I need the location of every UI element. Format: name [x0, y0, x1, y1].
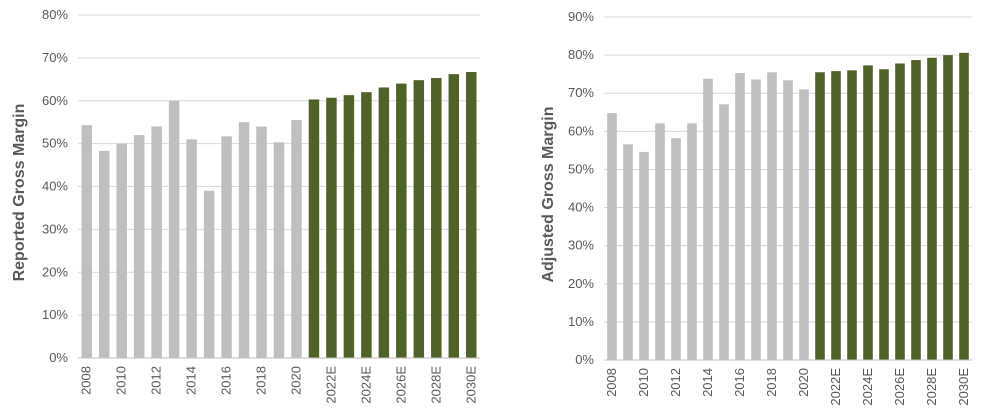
- x-tick-label: 2026E: [892, 368, 907, 406]
- y-tick-label: 0%: [575, 352, 594, 367]
- y-axis-title: Adjusted Gross Margin: [540, 106, 557, 282]
- y-tick-label: 80%: [42, 7, 68, 22]
- bar-2016: [221, 136, 232, 358]
- bar-2012: [151, 126, 162, 358]
- x-tick-label: 2016: [732, 368, 747, 397]
- adjusted-gross-margin-chart: 0% 10% 20% 30% 40% 50% 60% 70% 80% 90% 2008 2010 201…: [540, 9, 972, 406]
- x-tick-label: 2010: [114, 366, 129, 395]
- x-tick-label: 2008: [79, 366, 94, 395]
- y-tick-label: 40%: [568, 200, 594, 215]
- bar-2008: [81, 125, 92, 358]
- bar-2027E: [911, 60, 921, 361]
- bar-2021E: [308, 99, 320, 359]
- x-tick-label: 2028E: [428, 366, 443, 404]
- bar-2027E: [413, 80, 425, 359]
- bar-2008: [607, 113, 617, 360]
- bar-2012: [671, 138, 681, 360]
- x-tick-label: 2008: [604, 368, 619, 397]
- x-tick-label: 2024E: [860, 368, 875, 406]
- x-tick-label: 2026E: [393, 366, 408, 404]
- reported-gross-margin-chart: 0% 10% 20% 30% 40% 50% 60% 70% 80% 2008 2010 2012 20…: [11, 7, 480, 404]
- bar-2015: [719, 104, 729, 360]
- x-tick-label: 2028E: [924, 368, 939, 406]
- y-tick-label: 0%: [49, 350, 68, 365]
- bar-2017: [238, 122, 250, 358]
- bar-2009: [623, 144, 633, 360]
- x-tick-label: 2012: [149, 366, 164, 395]
- bar-2022E: [326, 97, 337, 358]
- y-tick-label: 70%: [42, 50, 68, 65]
- bar-2014: [703, 78, 713, 361]
- x-tick-label: 2012: [668, 368, 683, 397]
- bar-2030E: [466, 72, 477, 359]
- bar-2013: [168, 100, 180, 358]
- bar-2020: [291, 120, 302, 358]
- y-tick-label: 30%: [568, 238, 594, 253]
- y-tick-label: 60%: [568, 123, 594, 138]
- y-tick-label: 30%: [42, 221, 68, 236]
- x-tick-label: 2020: [796, 368, 811, 397]
- x-tick-label: 2020: [288, 366, 303, 395]
- y-tick-label: 50%: [568, 161, 594, 176]
- bar-2018: [767, 72, 777, 360]
- y-tick-label: 40%: [42, 179, 68, 194]
- y-axis-title: Reported Gross Margin: [11, 104, 28, 282]
- y-tick-label: 20%: [42, 264, 68, 279]
- bar-2010: [116, 143, 127, 358]
- x-tick-label: 2030E: [463, 366, 478, 404]
- y-tick-label: 10%: [568, 314, 594, 329]
- x-tick-label: 2018: [254, 366, 269, 395]
- bar-2011: [133, 135, 145, 358]
- y-tick-label: 20%: [568, 276, 594, 291]
- bar-2021E: [815, 72, 825, 360]
- bar-2014: [186, 139, 197, 358]
- bar-2023E: [847, 70, 857, 360]
- x-tick-label: 2024E: [358, 366, 373, 404]
- x-tick-label: 2030E: [956, 368, 971, 406]
- bar-2030E: [959, 52, 969, 361]
- bar-2026E: [895, 63, 905, 361]
- y-tick-label: 90%: [568, 9, 594, 24]
- bar-2013: [687, 123, 697, 360]
- x-tick-label: 2016: [219, 366, 234, 395]
- x-tick-label: 2018: [764, 368, 779, 397]
- y-tick-label: 10%: [42, 307, 68, 322]
- x-tick-label: 2014: [700, 368, 715, 397]
- bar-2016: [735, 73, 745, 361]
- y-tick-label: 60%: [42, 93, 68, 108]
- y-tick-label: 70%: [568, 85, 594, 100]
- bar-2018: [256, 126, 267, 358]
- bar-2017: [751, 79, 761, 360]
- bar-2022E: [831, 71, 841, 361]
- bar-2025E: [378, 87, 390, 359]
- bar-2023E: [343, 95, 355, 359]
- bar-2024E: [361, 92, 372, 359]
- bar-2019: [783, 80, 793, 361]
- bar-2028E: [431, 78, 442, 359]
- x-tick-label: 2010: [636, 368, 651, 397]
- bar-2009: [98, 150, 110, 358]
- bar-2028E: [927, 57, 937, 360]
- bar-2026E: [396, 83, 407, 358]
- bar-2011: [655, 123, 665, 360]
- y-tick-label: 80%: [568, 47, 594, 62]
- bar-2015: [203, 190, 215, 358]
- bar-2024E: [863, 65, 873, 360]
- bar-2029E: [448, 74, 460, 358]
- x-tick-label: 2014: [184, 366, 199, 395]
- x-tick-label: 2022E: [323, 366, 338, 404]
- bar-2029E: [943, 55, 953, 360]
- y-tick-label: 50%: [42, 136, 68, 151]
- x-tick-label: 2022E: [828, 368, 843, 406]
- bar-2019: [273, 142, 285, 358]
- bar-2010: [639, 151, 649, 360]
- bar-2020: [799, 89, 809, 361]
- bar-2025E: [879, 69, 889, 360]
